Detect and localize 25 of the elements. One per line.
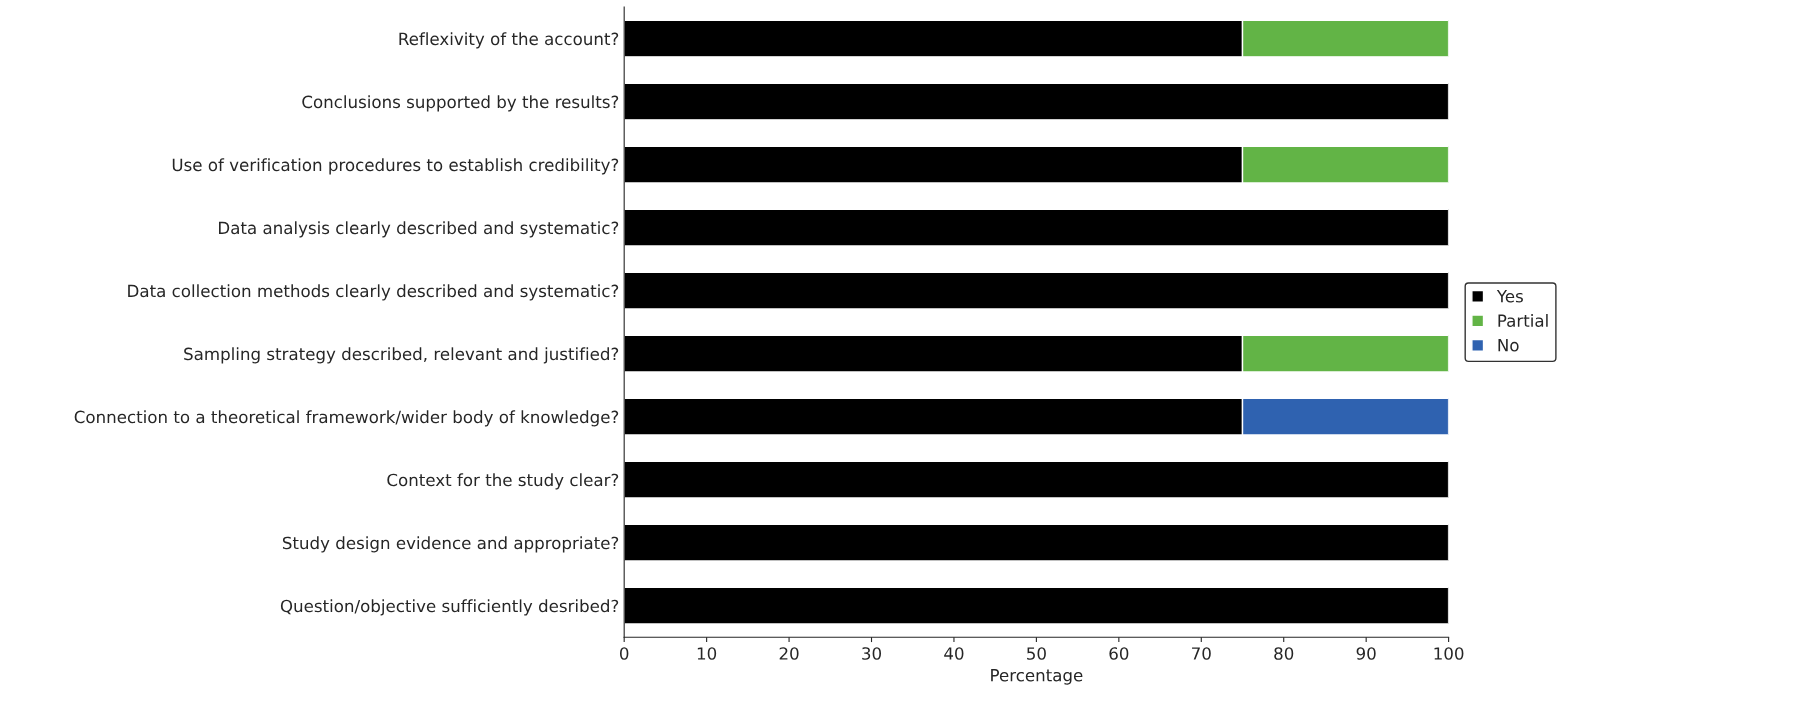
x-tick-label: 0: [619, 647, 629, 660]
y-tick-label: Connection to a theoretical framework/wider body of knowledge?: [74, 410, 619, 427]
y-tick-label: Reflexivity of the account?: [399, 32, 619, 49]
x-tick-label: 50: [1027, 647, 1046, 660]
x-tick-label: 30: [862, 647, 882, 660]
x-tick-label: 10: [697, 647, 717, 660]
y-tick-label: Use of verification procedures to establish credibility?: [172, 158, 619, 175]
legend-label: No: [1498, 339, 1519, 352]
y-tick-label: Conclusions supported by the results?: [302, 95, 619, 112]
x-tick-label: 90: [1356, 647, 1376, 660]
x-tick-label: 40: [944, 647, 964, 660]
y-tick-label: Sampling strategy described, relevant and justified?: [184, 347, 619, 364]
x-tick-label: 20: [779, 647, 799, 660]
x-axis-title: Percentage: [991, 669, 1083, 685]
y-tick-label: Data analysis clearly described and systematic?: [219, 221, 619, 238]
y-tick-label: Data collection methods clearly described and systematic?: [128, 284, 619, 301]
x-tick-label: 80: [1274, 647, 1294, 660]
legend-label: Yes: [1496, 290, 1523, 303]
legend-label: Partial: [1498, 314, 1548, 327]
y-tick-label: Study design evidence and appropriate?: [282, 536, 619, 553]
x-tick-label: 60: [1109, 647, 1129, 660]
y-tick-label: Question/objective sufficiently desribed?: [280, 599, 619, 616]
y-tick-label: Context for the study clear?: [387, 473, 619, 490]
x-tick-label: 70: [1192, 647, 1211, 660]
x-tick-label: 100: [1434, 647, 1464, 660]
